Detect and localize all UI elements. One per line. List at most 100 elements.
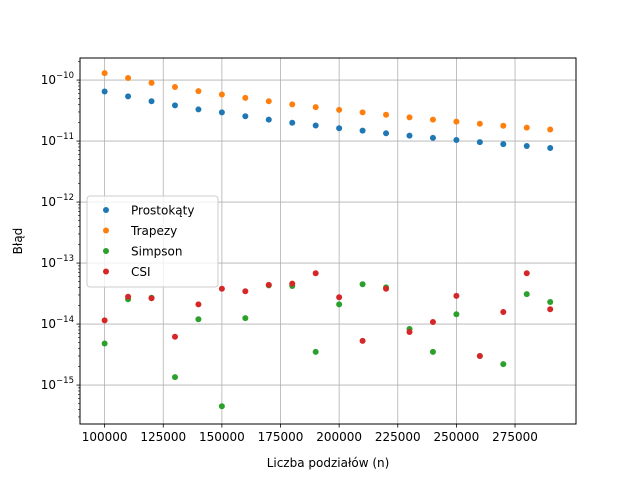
data-point [125,293,132,300]
data-point [453,292,460,299]
data-point [312,104,319,111]
data-point [359,127,366,134]
data-point [406,114,413,121]
data-point [195,301,202,308]
data-point [453,118,460,125]
data-point [148,295,155,302]
legend-label: Prostokąty [131,204,194,218]
data-point [195,316,202,323]
legend-marker [103,207,109,213]
y-tick-base: 10 [41,134,56,148]
data-point [523,270,530,277]
data-point [523,124,530,131]
series-prostokąty [101,88,554,151]
data-point [312,270,319,277]
y-tick-label: 10−10 [41,71,74,87]
data-point [500,308,507,315]
y-tick-label: 10−13 [41,254,74,270]
y-tick-exponent: −14 [56,315,74,325]
data-point [148,79,155,86]
legend-item: Prostokąty [103,204,194,218]
data-point [476,120,483,127]
legend-item: Trapezy [103,224,177,238]
y-tick-exponent: −15 [56,376,74,386]
data-point [476,352,483,359]
y-tick-base: 10 [41,378,56,392]
data-point [359,337,366,344]
plot-frame [79,57,577,425]
data-point [125,75,132,82]
data-point [312,348,319,355]
data-point [500,141,507,148]
data-point [242,288,249,295]
data-point [101,340,108,347]
x-tick-label: 225000 [375,430,421,444]
legend-marker [103,248,109,254]
data-point [406,132,413,139]
x-tick-label: 125000 [140,430,186,444]
x-axis-ticks: 100000 125000 150000 175000 200000 225000 2500… [82,424,538,444]
x-tick-label: 200000 [316,430,362,444]
legend-label: Simpson [131,245,182,259]
series-csi [101,270,554,359]
y-tick-exponent: −11 [56,132,74,142]
x-tick-label: 150000 [199,430,245,444]
data-point [171,374,178,381]
data-point [218,91,225,98]
data-point [336,301,343,308]
x-tick-label: 275000 [492,430,538,444]
y-tick-base: 10 [41,256,56,270]
data-point [265,116,272,123]
x-tick-label: 175000 [258,430,304,444]
x-tick-label: 250000 [433,430,479,444]
y-tick-base: 10 [41,317,56,331]
data-point [406,329,413,336]
data-point [336,106,343,113]
data-point [429,134,436,141]
y-axis-label: Błąd [11,228,25,255]
data-point [171,83,178,90]
data-point [547,144,554,151]
grid-layer [80,58,576,424]
data-point [383,111,390,118]
data-point [101,70,108,77]
y-tick-exponent: −10 [56,71,74,81]
data-point [218,109,225,116]
data-point [547,299,554,305]
y-tick-base: 10 [41,73,56,87]
data-point [101,88,108,95]
data-point [547,306,554,313]
y-tick-label: 10−12 [41,193,74,209]
data-point [547,126,554,133]
series-trapezy [101,70,554,133]
y-tick-label: 10−11 [41,132,74,148]
legend-item: CSI [103,265,151,279]
data-point [289,280,296,287]
legend-frame [86,195,219,288]
data-point [242,113,249,120]
data-point [265,98,272,105]
legend-item: Simpson [103,245,182,259]
data-layer [101,70,554,410]
data-point [429,116,436,123]
legend-label: CSI [131,265,151,279]
y-tick-base: 10 [41,195,56,209]
data-point [195,88,202,95]
y-tick-label: 10−14 [41,315,74,331]
data-point [218,403,225,410]
data-point [359,109,366,116]
data-point [265,281,272,288]
legend-label: Trapezy [130,224,177,238]
data-point [429,319,436,326]
legend: Prostokąty Trapezy Simpson CSI [86,195,219,288]
y-tick-label: 10−15 [41,376,74,392]
legend-marker [103,227,109,234]
data-point [476,139,483,146]
legend-marker [103,268,109,275]
data-point [242,94,249,101]
data-point [101,317,108,324]
data-point [336,294,343,301]
